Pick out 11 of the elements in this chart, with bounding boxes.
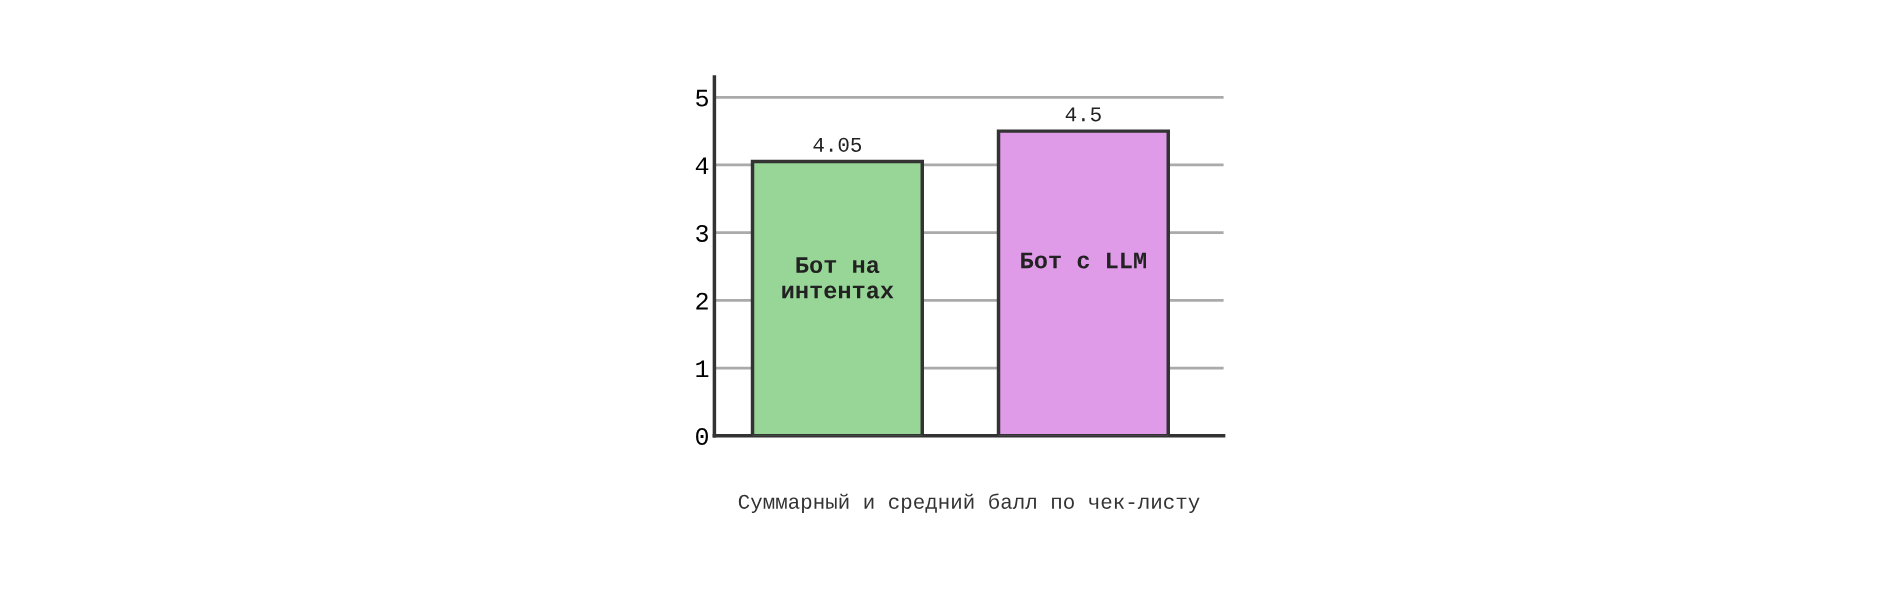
y-tick-label: 5 [696, 89, 708, 107]
y-tick-label: 3 [696, 224, 708, 242]
x-tick-label: Бот на интентах [782, 257, 894, 299]
y-tick-label: 4 [695, 157, 709, 175]
y-tick-label: 0 [696, 428, 708, 446]
x-tick-label: Бот с LLM [1021, 252, 1146, 269]
data-label: 4.5 [1065, 107, 1101, 122]
y-tick-label: 1 [696, 360, 709, 378]
y-tick-label: 2 [696, 292, 708, 310]
data-label: 4.05 [813, 137, 862, 152]
text: Суммарный и средний балл по чек-листу [738, 493, 1200, 513]
